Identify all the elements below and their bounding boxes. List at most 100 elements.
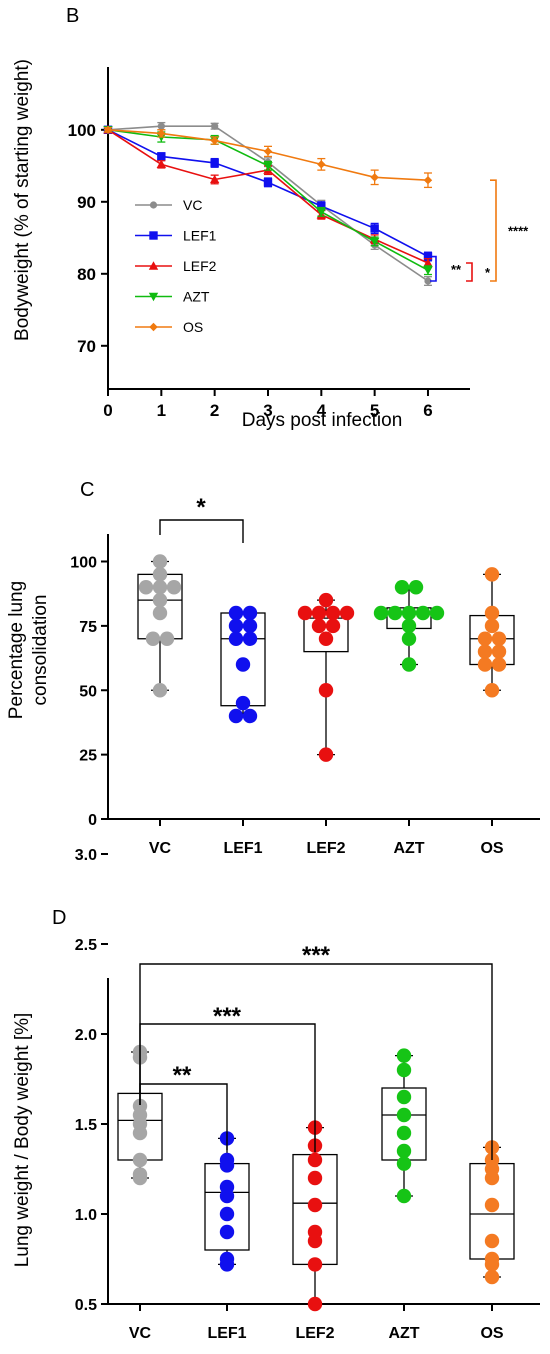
data-point-azt — [401, 657, 417, 672]
data-point-azt — [429, 605, 445, 621]
data-point-azt — [396, 1188, 412, 1204]
y-tick-label: 1.5 — [75, 1117, 97, 1134]
data-point-azt — [263, 162, 273, 171]
x-tick-label: AZT — [393, 840, 424, 857]
significance-label: * — [485, 265, 491, 280]
data-point-azt — [401, 605, 417, 621]
data-point-lef1 — [423, 252, 433, 261]
x-tick-label: LEF1 — [223, 840, 262, 857]
data-point-lef2 — [307, 1296, 323, 1312]
data-point-lef2 — [307, 1170, 323, 1186]
legend-marker-lef2 — [148, 261, 159, 270]
x-tick-label: VC — [129, 1325, 152, 1342]
panel-c: C Percentage lung consolidation 0 25 50 75 1… — [6, 479, 540, 857]
data-point-vc — [132, 1125, 148, 1141]
data-point-lef1 — [235, 695, 251, 711]
data-point-lef1 — [219, 1224, 235, 1240]
legend-marker-os — [149, 322, 158, 332]
data-point-azt — [396, 1125, 412, 1141]
data-point-azt — [394, 580, 410, 595]
panel-d-plot: 0.51.01.52.02.53.0VC LEF1 LEF2 AZT OS*******… — [75, 847, 540, 1342]
data-point-lef2 — [297, 605, 313, 621]
data-point-lef2 — [318, 592, 334, 608]
panel-c-y-axis-label-line2: consolidation — [30, 595, 51, 706]
significance-bracket — [430, 255, 437, 282]
data-point-azt — [396, 1048, 412, 1063]
data-point-azt — [396, 1107, 412, 1123]
y-tick-label: 25 — [79, 748, 97, 765]
significance-label: *** — [213, 1003, 242, 1030]
data-point-vc — [132, 1152, 148, 1168]
data-point-os — [484, 1197, 500, 1213]
data-point-os — [491, 657, 507, 672]
data-point-vc — [157, 122, 165, 130]
data-point-os — [423, 176, 433, 185]
x-tick-label: 2 — [210, 401, 219, 420]
x-tick-label: OS — [480, 840, 503, 857]
significance-label: ** — [173, 1062, 192, 1089]
panel-b-x-axis-label: Days post infection — [242, 410, 403, 431]
y-tick-label: 0 — [88, 812, 97, 829]
data-point-lef1 — [210, 158, 219, 168]
legend-label-os: OS — [183, 319, 203, 335]
x-tick-label: 6 — [423, 401, 432, 420]
data-point-os — [484, 683, 500, 698]
legend-marker-lef1 — [149, 231, 158, 240]
data-point-os — [484, 1257, 500, 1272]
data-point-vc — [424, 277, 432, 285]
y-tick-label: 100 — [70, 555, 97, 572]
data-point-vc — [152, 554, 168, 569]
data-point-lef2 — [209, 174, 220, 184]
data-point-vc — [159, 631, 175, 646]
y-tick-label: 70 — [77, 337, 96, 356]
data-point-lef2 — [307, 1233, 323, 1249]
x-tick-label: 1 — [157, 401, 166, 420]
data-point-vc — [152, 683, 168, 698]
data-point-azt — [396, 1089, 412, 1105]
data-point-lef1 — [242, 605, 258, 621]
data-point-lef1 — [219, 1158, 235, 1173]
y-tick-label: 100 — [68, 121, 96, 140]
data-point-lef1 — [317, 201, 326, 211]
data-point-lef1 — [228, 618, 244, 634]
x-tick-label: VC — [149, 840, 172, 857]
significance-label: * — [196, 494, 206, 521]
data-point-lef1 — [242, 708, 258, 724]
data-point-azt — [423, 266, 433, 275]
y-tick-label: 90 — [77, 193, 96, 212]
data-point-lef1 — [219, 1257, 235, 1272]
data-point-azt — [387, 605, 403, 621]
data-point-os — [477, 631, 493, 646]
data-point-lef1 — [263, 178, 273, 187]
y-tick-label: 75 — [79, 619, 97, 636]
data-point-lef2 — [318, 631, 334, 646]
data-point-azt — [401, 618, 417, 634]
panel-c-y-axis-label-line1: Percentage lung — [6, 581, 27, 719]
x-tick-label: LEF1 — [207, 1325, 246, 1342]
data-point-lef2 — [307, 1197, 323, 1213]
data-point-os — [491, 644, 507, 659]
data-point-lef2 — [318, 683, 334, 698]
y-tick-label: 2.0 — [75, 1027, 97, 1044]
data-point-azt — [396, 1062, 412, 1078]
legend-marker-azt — [148, 292, 159, 302]
panel-d: D Lung weight / Body weight [%] 0.5 1.0 1.… — [12, 847, 540, 1342]
x-tick-label: AZT — [388, 1325, 419, 1342]
y-tick-label: 0.5 — [75, 1297, 97, 1314]
significance-bracket — [139, 963, 493, 1160]
data-point-azt — [415, 605, 431, 621]
x-tick-label: LEF2 — [306, 840, 345, 857]
data-point-lef1 — [228, 708, 244, 724]
x-tick-label: 0 — [103, 401, 112, 420]
data-point-vc — [138, 580, 154, 595]
data-point-lef1 — [157, 152, 166, 161]
data-point-os — [103, 125, 113, 134]
data-point-azt — [316, 208, 327, 217]
panel-b-y-axis-label: Bodyweight (% of starting weight) — [12, 59, 33, 341]
data-point-lef1 — [242, 618, 258, 634]
legend-label-vc: VC — [183, 197, 202, 213]
x-tick-label: 4 — [317, 401, 327, 420]
data-point-azt — [401, 631, 417, 646]
data-point-vc — [152, 580, 168, 595]
significance-label: *** — [302, 942, 331, 969]
